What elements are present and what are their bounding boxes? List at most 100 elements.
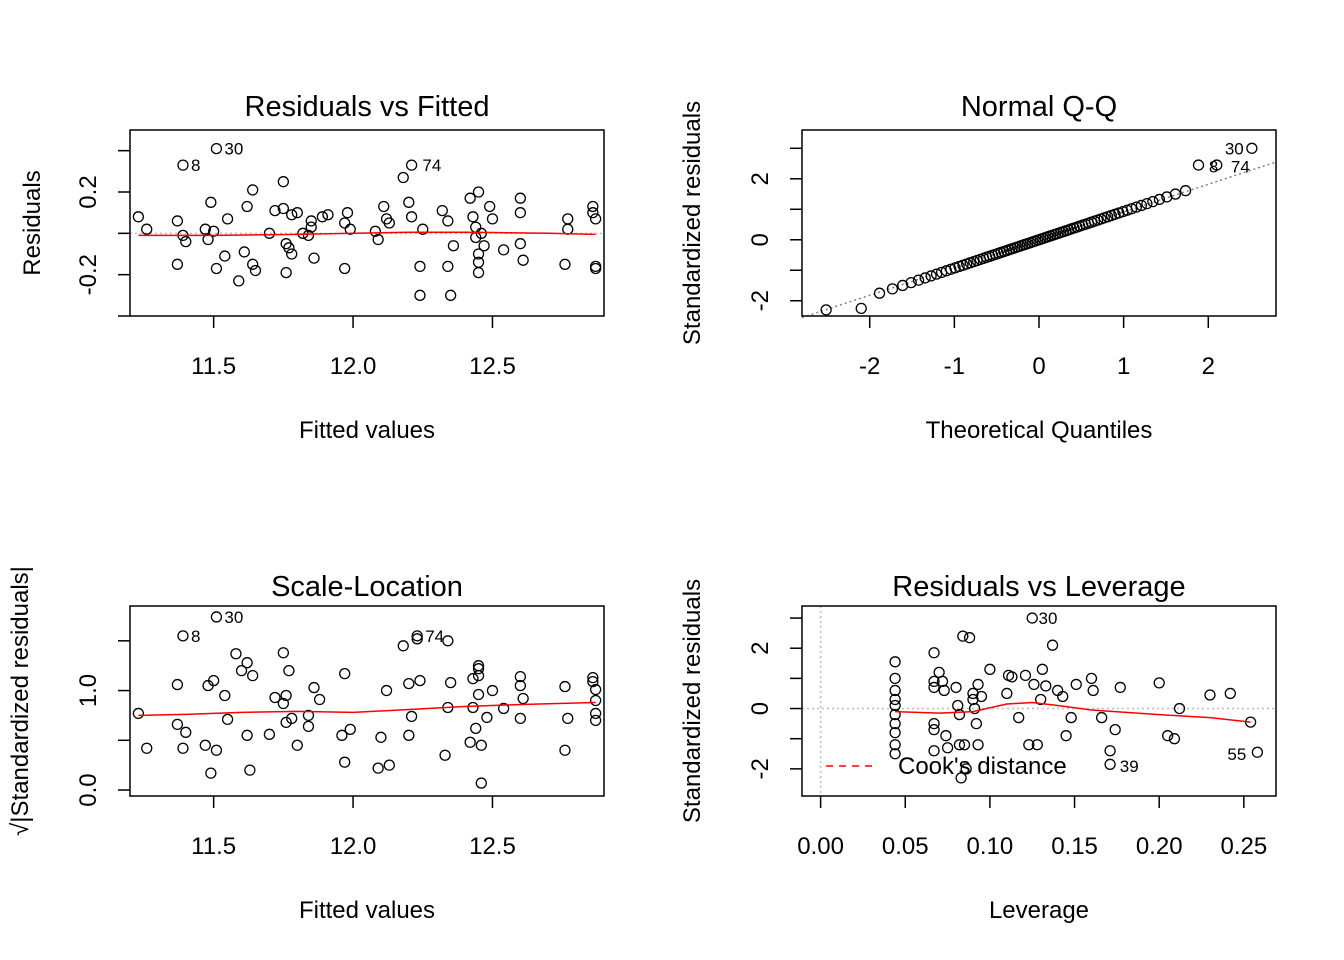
data-point	[889, 727, 901, 739]
data-point	[486, 213, 499, 225]
data-point	[341, 207, 354, 219]
data-point	[414, 289, 426, 301]
data-point	[241, 200, 253, 213]
data-point	[417, 223, 429, 235]
x-axis-label: Fitted values	[299, 417, 435, 444]
data-point	[497, 244, 510, 256]
data-point	[439, 749, 451, 761]
data-point	[464, 736, 476, 748]
data-point	[221, 713, 234, 726]
data-point	[283, 665, 295, 677]
data-point	[336, 729, 348, 741]
data-point	[938, 684, 950, 697]
data-point	[177, 742, 189, 754]
y-tick-label: -2	[747, 758, 774, 779]
x-tick-label: 11.5	[191, 833, 236, 860]
data-point	[405, 159, 418, 171]
data-point	[587, 675, 599, 688]
data-point	[467, 701, 479, 714]
data-point	[889, 739, 901, 751]
data-point	[1087, 684, 1099, 697]
data-point	[141, 742, 153, 754]
x-tick-label: 2	[1202, 353, 1215, 380]
data-point	[955, 772, 967, 784]
data-point	[1125, 203, 1138, 215]
chart-title: Scale-Location	[271, 571, 463, 603]
data-point	[339, 667, 351, 680]
data-point	[1065, 711, 1077, 724]
data-point	[344, 223, 356, 235]
legend-label: Cook's distance	[898, 753, 1067, 780]
data-point	[1192, 159, 1205, 171]
data-point	[905, 276, 917, 289]
data-point	[1013, 711, 1025, 724]
data-point	[177, 159, 189, 171]
y-tick-label: 0.2	[75, 175, 102, 208]
data-point	[297, 227, 309, 239]
data-point	[472, 266, 485, 279]
point-label: 55	[1227, 745, 1246, 764]
data-point	[928, 724, 940, 736]
data-point	[953, 708, 966, 721]
data-point	[925, 270, 937, 282]
data-point	[1070, 678, 1082, 691]
reference-line	[801, 161, 1277, 319]
x-tick-label: 12.5	[469, 353, 516, 380]
data-point	[339, 217, 351, 229]
data-point	[210, 744, 223, 756]
data-point	[464, 192, 476, 204]
data-point	[403, 677, 415, 690]
panel-3: Residuals vs Leverage Leverage Standardize…	[679, 571, 1277, 924]
data-point	[344, 723, 356, 736]
x-tick-label: 11.5	[191, 353, 236, 380]
data-point	[378, 200, 390, 213]
data-point	[969, 702, 981, 715]
data-point	[1026, 612, 1038, 624]
data-point	[339, 756, 351, 768]
data-point	[975, 690, 988, 703]
data-point	[1046, 639, 1059, 651]
data-point	[514, 207, 527, 219]
data-point	[269, 691, 281, 704]
data-point	[478, 240, 490, 252]
data-point	[514, 712, 527, 725]
plot-frame	[129, 129, 605, 317]
data-point	[1031, 739, 1043, 751]
data-point	[960, 763, 972, 775]
data-point	[283, 242, 295, 254]
data-point	[559, 258, 571, 270]
x-axis-label: Leverage	[989, 897, 1089, 924]
data-point	[559, 744, 571, 756]
data-point	[481, 711, 493, 724]
data-point	[316, 211, 329, 223]
data-point	[210, 611, 223, 623]
data-point	[589, 213, 602, 225]
data-point	[562, 712, 574, 725]
data-point	[405, 710, 418, 723]
data-point	[247, 184, 259, 196]
data-point	[1169, 188, 1182, 200]
data-point	[984, 663, 996, 675]
data-point	[291, 207, 303, 219]
data-point	[919, 272, 931, 284]
data-point	[414, 674, 426, 687]
data-point	[1051, 684, 1064, 697]
data-point	[873, 287, 886, 299]
data-point	[970, 717, 983, 730]
data-point	[855, 302, 867, 315]
data-point	[199, 739, 211, 751]
data-point	[280, 266, 292, 279]
data-point	[1141, 197, 1153, 210]
data-point	[514, 679, 527, 692]
x-tick-label: 0.20	[1136, 833, 1183, 860]
data-point	[472, 186, 485, 198]
data-point	[1104, 758, 1116, 770]
data-point	[912, 274, 925, 286]
data-point	[414, 260, 426, 273]
chart-title: Residuals vs Leverage	[892, 571, 1185, 603]
data-point	[230, 648, 242, 660]
x-tick-label: -1	[944, 353, 965, 380]
data-point	[322, 209, 334, 221]
point-label: 30	[224, 608, 243, 627]
data-point	[210, 142, 223, 155]
